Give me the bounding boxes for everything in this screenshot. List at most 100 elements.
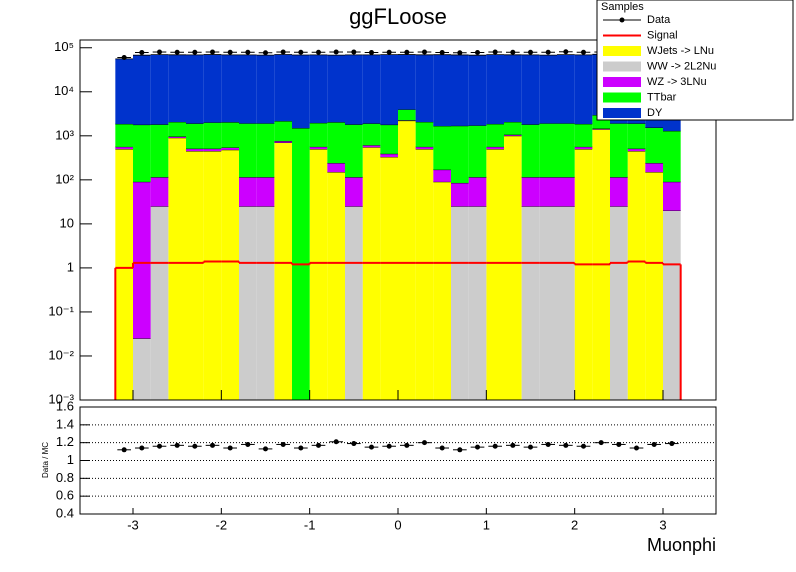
stack-segment <box>557 54 575 124</box>
stack-segment <box>398 54 416 110</box>
y-tick-label: 1.4 <box>56 416 74 431</box>
data-point <box>139 50 145 56</box>
stack-segment <box>150 54 169 125</box>
stack-segment <box>504 135 522 401</box>
stack-segment <box>398 109 416 121</box>
ratio-point <box>492 443 498 449</box>
chart-title: ggFLoose <box>349 4 447 29</box>
x-tick-label: -1 <box>304 517 316 532</box>
legend-label: WJets -> LNu <box>647 45 714 57</box>
stack-segment <box>150 206 169 400</box>
data-point <box>545 49 551 55</box>
stack-segment <box>239 54 257 124</box>
stack-segment <box>380 124 398 154</box>
legend-swatch <box>603 77 641 87</box>
stack-segment <box>186 54 204 124</box>
ratio-point <box>439 445 445 451</box>
stack-segment <box>398 120 416 401</box>
stack-segment <box>150 177 169 207</box>
y-tick-label: 0.6 <box>56 488 74 503</box>
data-point <box>157 49 162 55</box>
y-tick-label: 1.6 <box>56 398 74 413</box>
stack-segment <box>521 177 540 207</box>
ratio-point <box>563 442 569 448</box>
legend-label: WW -> 2L2Nu <box>647 60 716 72</box>
data-point <box>369 50 374 56</box>
data-point <box>263 50 268 56</box>
stack-segment <box>239 206 257 400</box>
ratio-point <box>634 445 639 451</box>
stack-segment <box>627 148 646 152</box>
data-point <box>510 49 516 55</box>
stack-segment <box>239 123 257 178</box>
stack-segment <box>557 177 575 207</box>
ratio-point <box>422 440 427 446</box>
ratio-point <box>263 446 268 452</box>
stack-segment <box>521 206 540 400</box>
data-point <box>316 49 321 55</box>
stack-segment <box>133 338 151 400</box>
ratio-point <box>121 447 127 453</box>
stack-segment <box>327 163 345 173</box>
ratio-point <box>386 443 392 449</box>
stack-segment <box>186 151 204 400</box>
stack-segment <box>574 149 593 400</box>
stack-segment <box>133 124 151 182</box>
ratio-point <box>651 441 657 447</box>
ratio-point <box>227 445 233 451</box>
stack-segment <box>345 124 363 178</box>
ratio-point <box>528 444 533 450</box>
ratio-point <box>616 441 622 447</box>
stack-segment <box>168 54 186 122</box>
stack-segment <box>274 141 292 143</box>
stack-segment <box>433 126 451 170</box>
data-point <box>298 49 304 55</box>
legend-label: Data <box>647 14 671 26</box>
stack-segment <box>221 54 239 123</box>
stack-segment <box>415 146 434 150</box>
data-point <box>528 49 533 55</box>
stack-segment <box>380 153 398 158</box>
stack-segment <box>451 125 469 183</box>
stack-segment <box>521 124 540 178</box>
stack-segment <box>115 123 133 147</box>
ratio-point <box>581 443 586 449</box>
stack-segment <box>203 122 222 149</box>
stack-segment <box>645 127 663 164</box>
stack-segment <box>274 142 292 400</box>
data-point <box>351 49 357 55</box>
stack-segment <box>610 206 628 400</box>
data-point <box>192 49 198 55</box>
stack-segment <box>663 210 681 400</box>
stack-segment <box>327 172 345 400</box>
stack-segment <box>451 182 469 207</box>
data-point <box>333 49 339 55</box>
stack-segment <box>521 54 540 125</box>
ratio-point <box>404 442 410 448</box>
stack-segment <box>451 206 469 400</box>
stack-segment <box>221 147 239 150</box>
y-tick-label: 10 <box>60 215 74 230</box>
ratio-point <box>369 444 374 450</box>
stack-segment <box>504 134 522 136</box>
stack-segment <box>451 54 469 126</box>
stack-segment <box>362 54 381 124</box>
stack-segment <box>203 54 222 123</box>
stack-segment <box>663 130 681 182</box>
stack-segment <box>539 55 557 124</box>
stack-segment <box>610 177 628 207</box>
stack-segment <box>627 151 646 400</box>
data-point <box>386 49 392 55</box>
stack-segment <box>539 206 557 400</box>
data-point <box>280 49 286 55</box>
stack-segment <box>504 54 522 122</box>
stack-segment <box>309 54 328 123</box>
x-tick-label: 1 <box>483 517 490 532</box>
data-point <box>492 49 498 55</box>
stack-segment <box>486 123 504 147</box>
legend-swatch <box>603 46 641 56</box>
legend-label: Signal <box>647 29 678 41</box>
stack-segment <box>186 123 204 149</box>
